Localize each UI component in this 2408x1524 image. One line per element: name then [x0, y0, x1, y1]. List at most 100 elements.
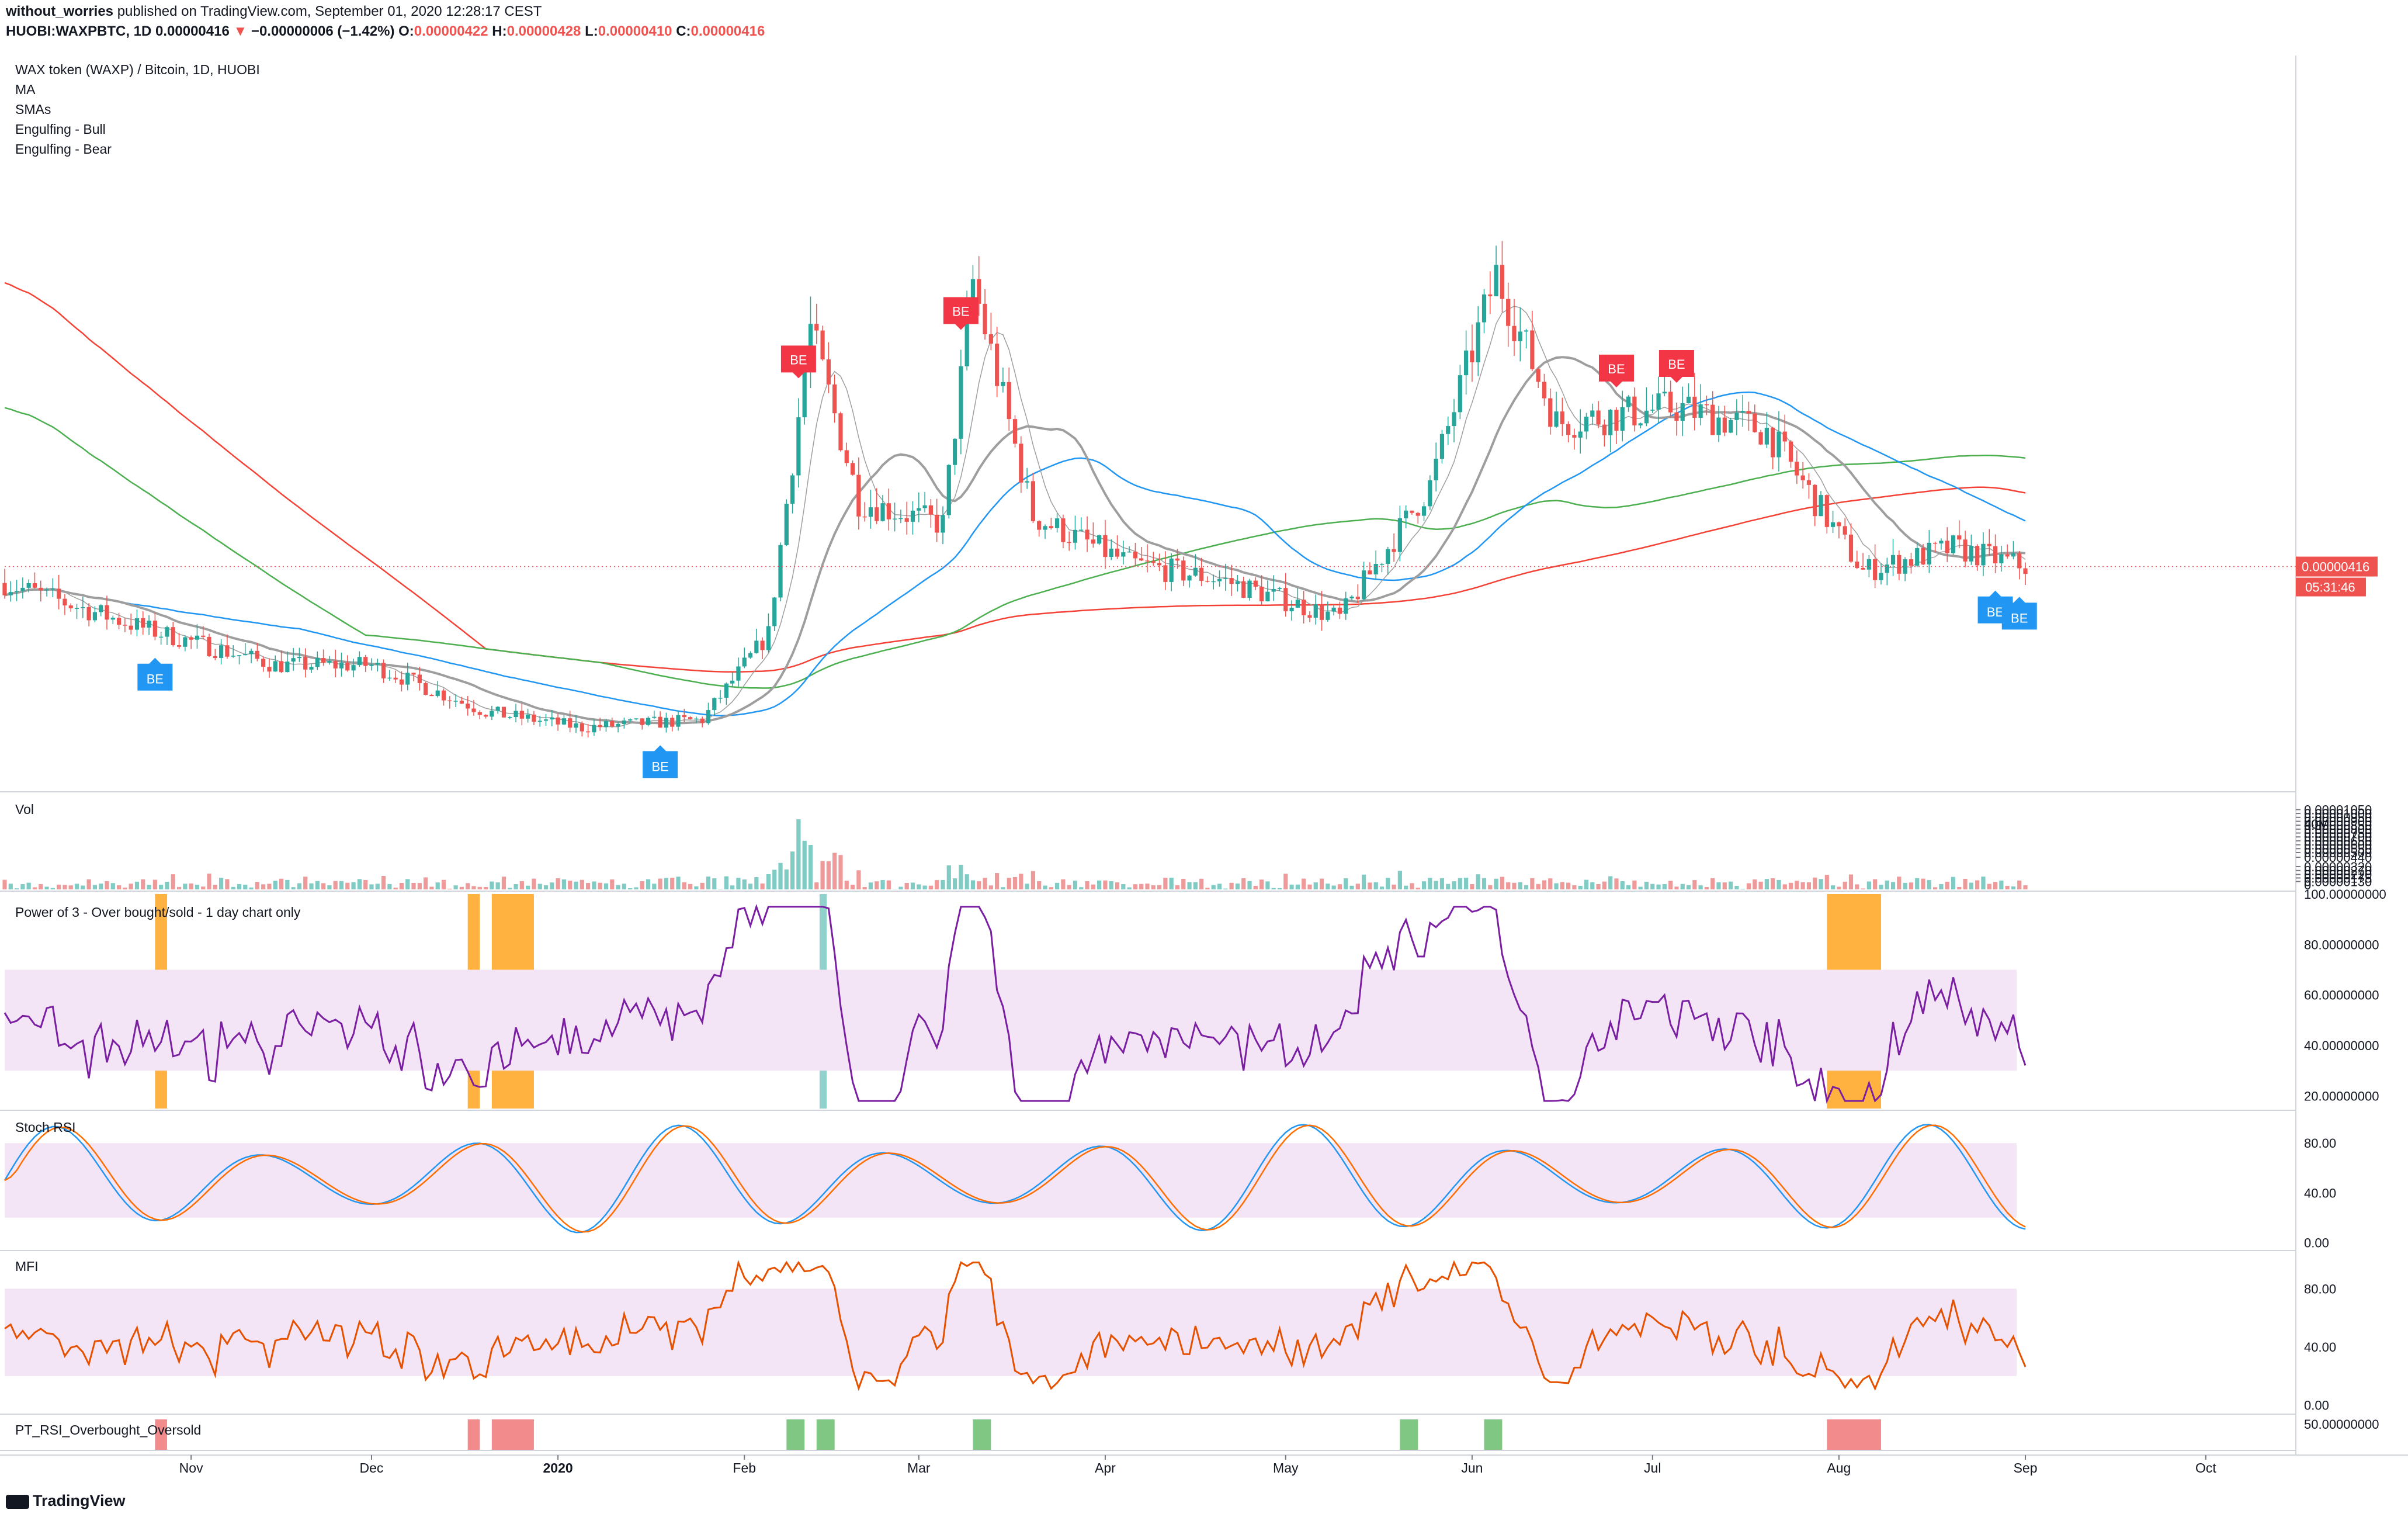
volume-bar [141, 879, 145, 889]
candle-body [928, 505, 933, 515]
volume-bar [1885, 880, 1889, 889]
candle-body [393, 677, 398, 680]
volume-bar [26, 882, 31, 889]
volume-bar [1578, 885, 1583, 889]
volume-bar [1109, 881, 1113, 889]
pane-title-stoch[interactable]: Stoch RSI [15, 1120, 76, 1135]
candle-body [1205, 580, 1210, 582]
pane-title-vol[interactable]: Vol [15, 802, 34, 817]
volume-bar [1181, 878, 1186, 889]
candle-body [1578, 431, 1583, 438]
candle-body [1307, 615, 1312, 618]
volume-bar [1103, 880, 1108, 889]
low-label: L: [585, 23, 598, 39]
volume-bar [189, 883, 193, 889]
volume-bar [694, 886, 699, 889]
candle-body [176, 645, 182, 647]
candle-body [2017, 553, 2022, 569]
candle-body [447, 700, 452, 702]
volume-bar [1145, 884, 1150, 889]
author[interactable]: without_worries [6, 4, 114, 19]
volume-bar [1584, 879, 1589, 889]
pane-title-power[interactable]: Power of 3 - Over bought/sold - 1 day ch… [15, 905, 301, 920]
volume-bar [2005, 886, 2010, 889]
tradingview-logo[interactable]: TradingView [6, 1492, 126, 1510]
legend-engulfing-bear[interactable]: Engulfing - Bear [15, 141, 112, 157]
candle-body [1734, 413, 1739, 420]
candle-body [1211, 581, 1216, 583]
candle-body [970, 279, 976, 314]
volume-bar [501, 877, 506, 889]
price-axis-label: 0.00000850 [2304, 818, 2372, 833]
candle-body [838, 413, 843, 451]
volume-bar [1115, 882, 1120, 889]
volume-bar [862, 886, 867, 889]
legend-smas[interactable]: SMAs [15, 102, 51, 117]
volume-bar [676, 877, 681, 889]
candle-body [712, 698, 717, 711]
volume-bar [219, 878, 224, 889]
candle-body [748, 653, 753, 658]
volume-bar [321, 883, 326, 889]
candle-body [1819, 495, 1823, 517]
candle-body [375, 663, 380, 665]
candle-body [201, 635, 206, 637]
candle-body [1379, 563, 1385, 565]
candle-body [1145, 560, 1150, 562]
candle-body [1957, 535, 1962, 540]
candle-body [766, 626, 771, 650]
candle-body [1969, 546, 1973, 562]
candle-body [1560, 411, 1564, 424]
power-of-3-line [4, 903, 2027, 1104]
volume-bar [1265, 881, 1270, 889]
volume-bar [592, 881, 596, 889]
pt-overbought-bar [1484, 1419, 1503, 1450]
candle-body [592, 725, 596, 733]
candle-body [1740, 411, 1745, 413]
candle-body [1415, 512, 1420, 516]
candle-body [297, 656, 302, 659]
candle-body [585, 731, 591, 733]
volume-bar [1614, 878, 1619, 889]
volume-bar [1302, 878, 1306, 889]
volume-bar [550, 882, 554, 889]
candle-body [1439, 434, 1445, 459]
candle-body [14, 591, 19, 593]
volume-bar [561, 879, 567, 889]
volume-bar [152, 879, 157, 889]
legend-main-title[interactable]: WAX token (WAXP) / Bitcoin, 1D, HUOBI [15, 62, 260, 77]
candle-body [543, 719, 549, 721]
price-axis-label: 0.00000700 [2304, 830, 2372, 844]
volume-bar [387, 884, 392, 889]
pane-title-pt[interactable]: PT_RSI_Overbought_Oversold [15, 1422, 202, 1438]
candle-body [165, 627, 169, 637]
volume-bar [1349, 885, 1354, 889]
volume-bar [556, 878, 560, 889]
volume-bar [339, 881, 344, 889]
candle-body [610, 721, 615, 727]
volume-bar [652, 884, 657, 889]
volume-bar [1596, 884, 1601, 889]
candle-body [1421, 506, 1427, 516]
volume-bar [634, 887, 639, 889]
candle-body [977, 279, 981, 304]
candle-body [1830, 522, 1836, 527]
candle-body [129, 625, 133, 630]
candle-body [526, 714, 530, 719]
candle-body [1885, 564, 1889, 573]
volume-bar [598, 882, 602, 889]
candle-body [1999, 554, 2004, 563]
osc-axis-label: 40.00 [2304, 1186, 2336, 1200]
pane-title-mfi[interactable]: MFI [15, 1259, 39, 1274]
candle-body [291, 658, 296, 662]
candle-body [327, 661, 332, 663]
candle-body [1247, 580, 1252, 598]
volume-bar [231, 886, 235, 889]
candle-body [519, 711, 524, 719]
candle-body [1103, 535, 1108, 557]
volume-bar [74, 884, 79, 889]
legend-ma[interactable]: MA [15, 82, 36, 97]
mfi-line [4, 1259, 2027, 1391]
legend-engulfing-bull[interactable]: Engulfing - Bull [15, 122, 106, 137]
